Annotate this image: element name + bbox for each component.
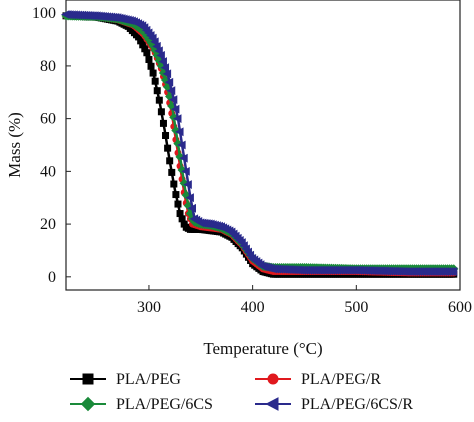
series-point	[150, 37, 159, 47]
y-tick-label: 20	[40, 216, 56, 233]
series-point	[158, 57, 167, 66]
series-point	[153, 87, 161, 95]
x-tick-label: 300	[137, 299, 161, 316]
series-line	[65, 14, 455, 271]
series-point	[166, 86, 176, 96]
series-point	[177, 140, 186, 150]
series-point	[187, 203, 196, 213]
series-point	[168, 168, 176, 176]
legend-item: PLA/PEG/R	[255, 371, 381, 388]
legend-marker	[267, 373, 279, 385]
series-point	[183, 180, 192, 189]
series-point	[175, 127, 184, 137]
series-pla-peg-r	[62, 12, 458, 277]
y-tick-label: 80	[40, 58, 56, 75]
series-point	[155, 96, 163, 104]
y-tick-label: 0	[48, 269, 56, 286]
legend-label: PLA/PEG/6CS	[116, 396, 213, 413]
series-point	[151, 77, 159, 85]
y-tick-label: 40	[40, 163, 56, 180]
series-pla-peg-6cs-r	[61, 10, 458, 276]
y-axis-title: Mass (%)	[5, 112, 24, 178]
series-point	[156, 50, 165, 60]
series-point	[179, 153, 188, 163]
series-point	[145, 56, 153, 64]
series-pla-peg	[62, 12, 458, 278]
series-point	[170, 180, 178, 188]
legend-marker	[82, 373, 94, 385]
series-point	[448, 267, 458, 276]
series-pla-peg-6cs	[61, 11, 459, 274]
series-point	[152, 41, 161, 51]
series-point	[162, 69, 172, 79]
series-layer	[61, 10, 459, 278]
legend-marker	[265, 397, 279, 411]
series-point	[149, 69, 157, 77]
legend-item: PLA/PEG/6CS	[70, 396, 213, 413]
x-tick-label: 400	[241, 299, 265, 316]
series-point	[162, 132, 170, 140]
x-axis-title: Temperature (°C)	[203, 339, 322, 358]
series-point	[164, 144, 172, 152]
legend: PLA/PEG PLA/PEG/R PLA/PEG/6CS PLA/PEG/6CS/R	[70, 371, 413, 413]
series-point	[168, 95, 178, 105]
series-point	[181, 166, 190, 176]
legend-label: PLA/PEG/R	[301, 371, 381, 388]
series-point	[147, 62, 155, 70]
y-tick-label: 100	[32, 5, 56, 22]
plot-frame	[65, 0, 461, 291]
series-point	[164, 77, 174, 87]
legend-marker	[80, 396, 96, 412]
legend-item: PLA/PEG/6CS/R	[255, 396, 413, 413]
legend-label: PLA/PEG/6CS/R	[301, 396, 413, 413]
series-point	[174, 200, 182, 208]
series-point	[172, 114, 182, 124]
series-point	[157, 108, 165, 116]
legend-label: PLA/PEG	[116, 371, 181, 388]
series-point	[154, 46, 163, 56]
series-line	[65, 13, 455, 273]
series-point	[143, 49, 151, 57]
y-tick-label: 60	[40, 111, 56, 128]
series-line	[65, 14, 455, 276]
series-point	[185, 193, 194, 203]
legend-item: PLA/PEG	[70, 371, 181, 388]
x-tick-label: 600	[448, 299, 472, 316]
series-point	[159, 119, 167, 127]
series-point	[172, 191, 180, 199]
series-line	[65, 14, 455, 275]
series-point	[160, 63, 170, 73]
series-point	[166, 157, 174, 165]
x-tick-label: 500	[344, 299, 368, 316]
series-point	[170, 104, 180, 114]
